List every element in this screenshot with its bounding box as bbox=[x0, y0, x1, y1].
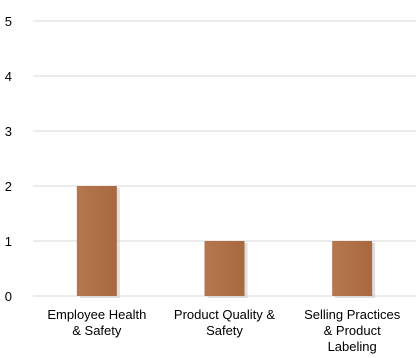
bar bbox=[76, 186, 117, 296]
x-category-label-line: Safety bbox=[206, 323, 243, 338]
y-tick-label: 1 bbox=[5, 234, 12, 249]
bar bbox=[332, 241, 373, 296]
bars bbox=[76, 186, 376, 298]
y-tick-label: 4 bbox=[5, 69, 12, 84]
x-category-label-line: Employee Health bbox=[47, 307, 146, 322]
y-tick-label: 0 bbox=[5, 289, 12, 304]
x-category-label-line: Labeling bbox=[328, 339, 377, 354]
x-axis-labels: Employee Health & Safety Product Quality &… bbox=[47, 307, 400, 354]
y-tick-label: 2 bbox=[5, 179, 12, 194]
x-category-label-line: & Safety bbox=[72, 323, 122, 338]
x-category-label-line: & Product bbox=[324, 323, 381, 338]
x-category-label: Employee Health & Safety bbox=[47, 307, 146, 338]
bar bbox=[204, 241, 245, 296]
y-axis-ticks: 0 1 2 3 4 5 bbox=[5, 14, 12, 304]
x-category-label-line: Product Quality & bbox=[174, 307, 275, 322]
y-tick-label: 5 bbox=[5, 14, 12, 29]
x-category-label: Product Quality & Safety bbox=[174, 307, 275, 338]
y-tick-label: 3 bbox=[5, 124, 12, 139]
x-category-label: Selling Practices & Product Labeling bbox=[304, 307, 401, 354]
x-category-label-line: Selling Practices bbox=[304, 307, 401, 322]
